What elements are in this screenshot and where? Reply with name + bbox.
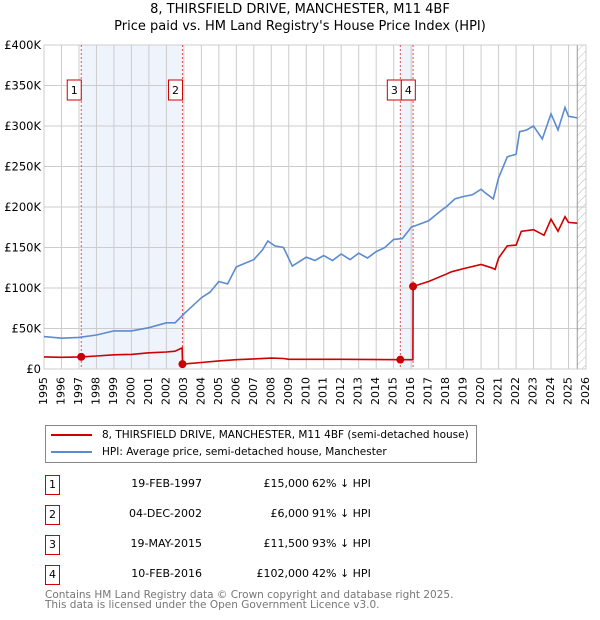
x-tick-label: 1999 [107, 377, 120, 405]
legend-swatch-property [51, 434, 92, 436]
chart-title: 8, THIRSFIELD DRIVE, MANCHESTER, M11 4BF [150, 2, 450, 17]
footer-copyright: Contains HM Land Registry data © Crown c… [45, 589, 454, 601]
legend-label-hpi: HPI: Average price, semi-detached house,… [102, 446, 387, 458]
y-tick-label: £150K [4, 241, 41, 255]
property-series-line [43, 215, 578, 365]
sale-number-badge: 3 [45, 535, 60, 555]
sale-price: £15,000 [263, 477, 310, 490]
sale-price: £11,500 [263, 537, 310, 550]
table-row: 3 19-MAY-2015 £11,500 93% ↓ HPI [45, 535, 445, 555]
forecast-hatch [577, 45, 586, 369]
y-tick-label: £100K [4, 281, 41, 295]
sale-marker-label-3: 3 [391, 84, 398, 97]
x-tick-label: 1996 [54, 377, 67, 405]
footer-licence: This data is licensed under the Open Gov… [45, 599, 380, 611]
legend-swatch-hpi [51, 451, 92, 453]
sale-number-badge: 4 [45, 565, 60, 585]
x-tick-label: 2013 [352, 377, 365, 405]
sale-point-1 [77, 352, 86, 361]
sale-number-badge: 2 [45, 505, 60, 525]
chart-subtitle: Price paid vs. HM Land Registry's House … [114, 19, 486, 34]
table-row: 1 19-FEB-1997 £15,000 62% ↓ HPI [45, 475, 445, 495]
x-tick-label: 2015 [387, 377, 400, 405]
x-tick-label: 2010 [299, 377, 312, 405]
hpi-series-line [43, 104, 578, 340]
x-tick-label: 2009 [282, 377, 295, 405]
y-tick-label: £250K [4, 160, 41, 174]
x-tick-label: 2008 [264, 377, 277, 405]
x-tick-label: 2006 [229, 377, 242, 405]
table-row: 2 04-DEC-2002 £6,000 91% ↓ HPI [45, 505, 445, 525]
x-tick-label: 2007 [247, 377, 260, 405]
sale-point-3 [396, 355, 405, 364]
y-tick-label: £400K [4, 38, 41, 52]
sale-date: 19-MAY-2015 [130, 537, 202, 550]
x-tick-label: 2026 [579, 377, 592, 405]
sale-point-4 [409, 282, 418, 291]
y-tick-label: £50K [12, 322, 42, 336]
x-tick-label: 2024 [544, 377, 557, 405]
sale-price: £6,000 [270, 507, 310, 520]
sale-date: 04-DEC-2002 [128, 507, 202, 520]
x-tick-label: 1995 [37, 377, 50, 405]
sale-marker-label-2: 2 [172, 84, 179, 97]
sale-hpi-diff: 93% ↓ HPI [312, 537, 371, 550]
x-tick-label: 2021 [492, 377, 505, 405]
x-tick-label: 1998 [89, 377, 102, 405]
x-tick-label: 2001 [142, 377, 155, 405]
x-tick-label: 2003 [177, 377, 190, 405]
sale-marker-label-1: 1 [71, 84, 78, 97]
x-tick-label: 2011 [317, 377, 330, 405]
x-tick-label: 2000 [124, 377, 137, 405]
sale-marker-box-1 [66, 79, 82, 101]
x-tick-label: 2019 [457, 377, 470, 405]
sale-marker-label-4: 4 [405, 84, 412, 97]
x-tick-label: 2020 [474, 377, 487, 405]
sale-marker-box-4 [400, 79, 416, 101]
y-tick-label: £350K [4, 79, 41, 93]
sale-date: 19-FEB-1997 [131, 477, 202, 490]
legend-item-hpi: HPI: Average price, semi-detached house,… [51, 446, 387, 458]
x-tick-label: 2014 [369, 377, 382, 405]
sale-point-2 [178, 360, 187, 369]
x-tick-label: 2005 [212, 377, 225, 405]
sale-marker-box-2 [167, 79, 183, 101]
x-tick-label: 1997 [72, 377, 85, 405]
y-tick-label: £300K [4, 119, 41, 133]
sale-hpi-diff: 42% ↓ HPI [312, 567, 371, 580]
legend: 8, THIRSFIELD DRIVE, MANCHESTER, M11 4BF… [45, 425, 477, 463]
x-tick-label: 2023 [527, 377, 540, 405]
y-tick-label: £0 [26, 362, 41, 376]
y-tick-label: £200K [4, 200, 41, 214]
sale-hpi-diff: 62% ↓ HPI [312, 477, 371, 490]
x-tick-label: 2016 [404, 377, 417, 405]
sale-price: £102,000 [256, 567, 310, 580]
plot-frame [43, 44, 587, 370]
sale-date: 10-FEB-2016 [131, 567, 202, 580]
x-tick-label: 2002 [159, 377, 172, 405]
table-row: 4 10-FEB-2016 £102,000 42% ↓ HPI [45, 565, 445, 585]
legend-item-property: 8, THIRSFIELD DRIVE, MANCHESTER, M11 4BF… [51, 429, 469, 441]
price-chart: 1995 1996 1997 1998 1999 2000 2001 2002 2003 2004… [4, 38, 592, 405]
x-tick-label: 2022 [509, 377, 522, 405]
legend-label-property: 8, THIRSFIELD DRIVE, MANCHESTER, M11 4BF… [102, 429, 469, 441]
x-tick-label: 2017 [422, 377, 435, 405]
sale-hpi-diff: 91% ↓ HPI [312, 507, 371, 520]
sale-number-badge: 1 [45, 475, 60, 495]
x-tick-label: 2018 [439, 377, 452, 405]
x-tick-label: 2012 [334, 377, 347, 405]
x-tick-label: 2025 [562, 377, 575, 405]
x-tick-label: 2004 [194, 377, 207, 405]
